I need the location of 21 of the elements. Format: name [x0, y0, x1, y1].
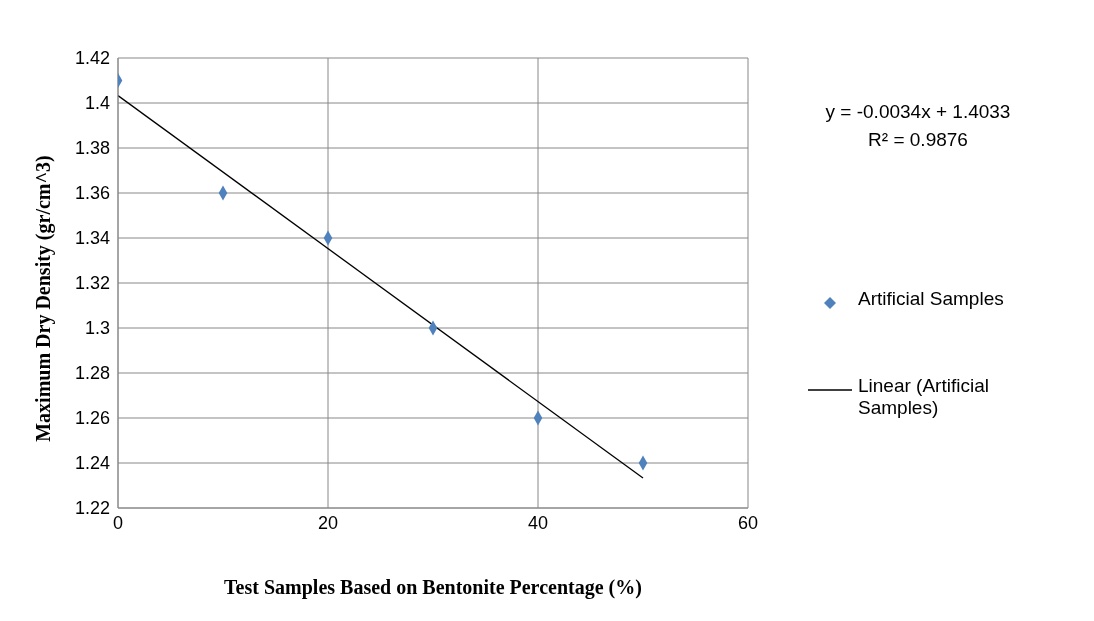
y-tick-label: 1.22 [74, 498, 110, 519]
legend-label: Linear (Artificial Samples) [858, 375, 990, 419]
y-tick-label: 1.4 [84, 93, 110, 114]
x-tick-label: 20 [317, 512, 339, 533]
y-tick-label: 1.34 [74, 228, 110, 249]
y-tick-label: 1.28 [74, 363, 110, 384]
text: y = -0.0034x + 1.4033 [824, 100, 1012, 124]
y-axis-title: Maximum Dry Density (gr/cm^3) [31, 154, 55, 442]
y-tick-label: 1.26 [74, 408, 110, 429]
y-tick-label: 1.3 [84, 318, 110, 339]
x-tick-label: 60 [737, 512, 759, 533]
y-tick-label: 1.32 [74, 273, 110, 294]
y-tick-label: 1.36 [74, 183, 110, 204]
legend-label: Artificial Samples [858, 288, 1005, 310]
x-tick-label: 40 [527, 512, 549, 533]
text: R² = 0.9876 [867, 128, 969, 152]
y-tick-label: 1.38 [74, 138, 110, 159]
x-axis-title: Test Samples Based on Bentonite Percentage (%) [223, 576, 643, 599]
x-tick-label: 0 [112, 512, 124, 533]
y-tick-label: 1.42 [74, 48, 110, 69]
y-tick-label: 1.24 [74, 453, 110, 474]
